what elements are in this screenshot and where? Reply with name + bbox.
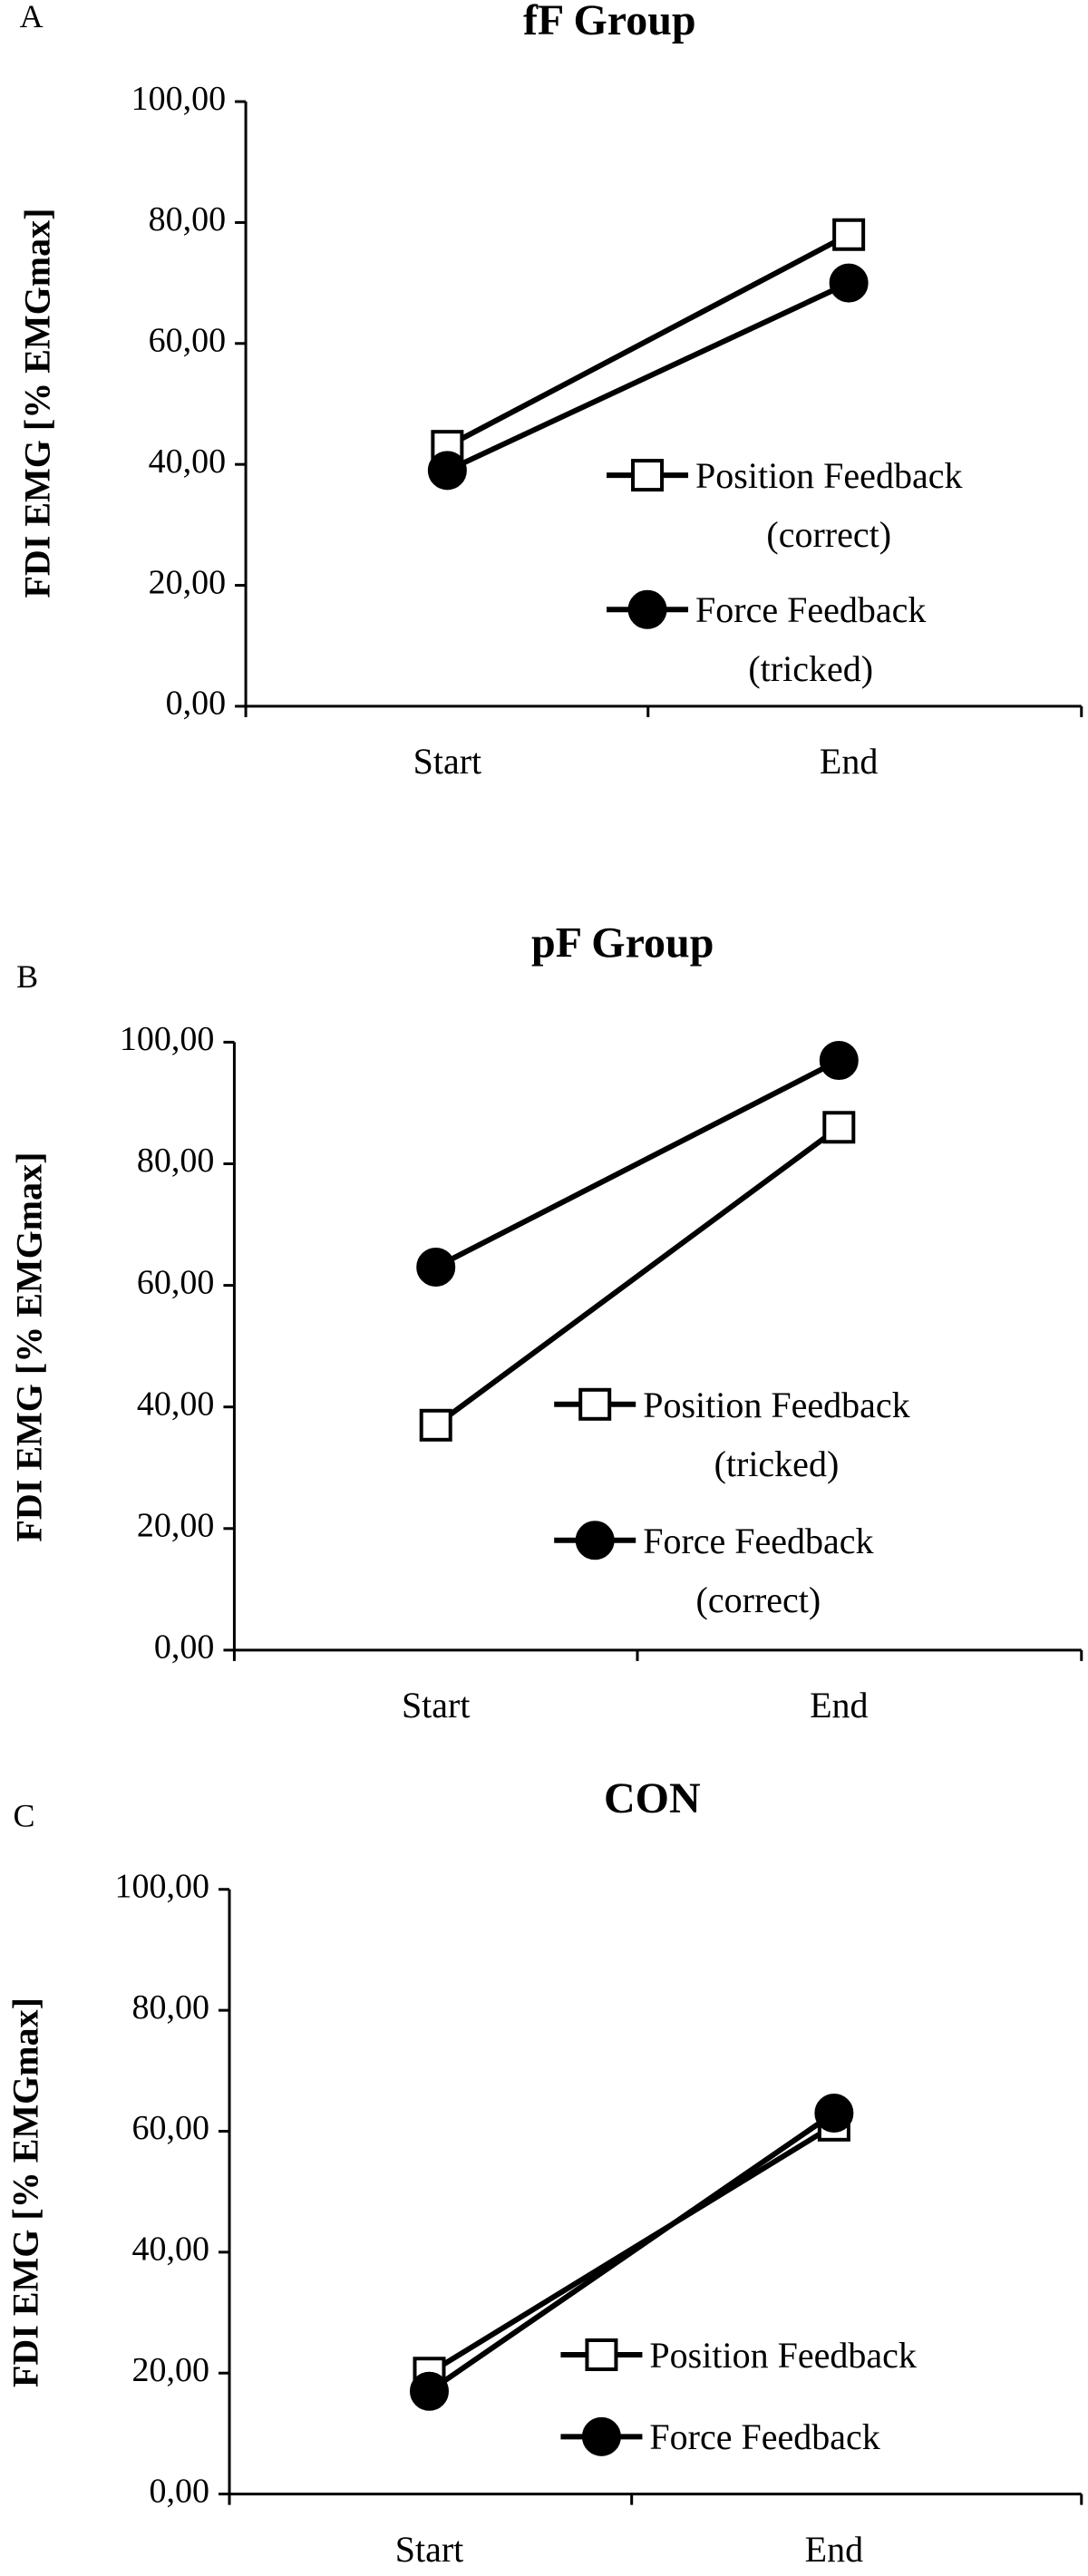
panel-label: A <box>20 0 44 34</box>
y-tick-label: 20,00 <box>137 1507 215 1545</box>
x-tick-label: End <box>810 1685 868 1725</box>
y-tick-label: 100,00 <box>120 1020 215 1058</box>
data-point <box>819 1041 859 1081</box>
y-tick-label: 0,00 <box>154 1628 215 1667</box>
chart-title: pF Group <box>531 919 714 967</box>
legend-marker <box>631 459 665 492</box>
y-axis-label: FDI EMG [% EMGmax] <box>16 209 57 598</box>
data-point <box>427 451 467 491</box>
y-tick-label: 40,00 <box>137 1385 215 1423</box>
y-tick-label: 40,00 <box>132 2231 210 2269</box>
x-tick-label: End <box>805 2529 863 2570</box>
data-point <box>829 263 869 303</box>
data-point <box>419 1408 452 1442</box>
x-tick-label: Start <box>413 741 482 782</box>
legend-label: Position Feedback <box>649 2334 917 2376</box>
y-axis-label: FDI EMG [% EMGmax] <box>8 1152 49 1542</box>
data-point <box>832 218 866 251</box>
legend-label: Force Feedback <box>649 2416 880 2458</box>
data-point <box>822 1111 856 1144</box>
legend-label: Position Feedback (correct) <box>695 455 963 556</box>
y-tick-label: 60,00 <box>137 1263 215 1301</box>
panel-label: B <box>16 958 38 995</box>
legend-marker <box>627 589 667 629</box>
series-line <box>427 2111 836 2394</box>
legend-marker <box>578 1387 612 1421</box>
legend-label: Force Feedback (correct) <box>643 1520 874 1620</box>
series-line <box>445 232 850 449</box>
y-tick-label: 80,00 <box>149 200 227 238</box>
y-tick-label: 100,00 <box>115 1867 210 1905</box>
series-line <box>446 280 850 473</box>
y-tick-label: 20,00 <box>132 2351 210 2389</box>
y-tick-label: 0,00 <box>150 2472 210 2510</box>
y-tick-label: 20,00 <box>149 563 227 601</box>
x-tick-label: Start <box>402 1685 471 1725</box>
legend-label: Position Feedback (tricked) <box>643 1384 910 1484</box>
y-tick-label: 100,00 <box>131 80 227 118</box>
y-tick-label: 0,00 <box>166 685 227 723</box>
y-tick-label: 80,00 <box>132 1988 210 2027</box>
series-line <box>433 1124 841 1428</box>
series-line <box>434 1057 840 1270</box>
data-point <box>409 2371 449 2411</box>
legend-marker <box>581 2416 621 2456</box>
chart-title: CON <box>604 1774 701 1823</box>
y-tick-label: 80,00 <box>137 1142 215 1180</box>
y-tick-label: 40,00 <box>149 442 227 481</box>
data-point <box>416 1247 456 1287</box>
legend-marker <box>585 2338 618 2371</box>
y-axis-label: FDI EMG [% EMGmax] <box>5 1998 46 2387</box>
legend-marker <box>575 1521 615 1560</box>
y-tick-label: 60,00 <box>132 2109 210 2147</box>
y-tick-label: 60,00 <box>149 322 227 360</box>
x-tick-label: Start <box>395 2529 464 2570</box>
chart-title: fF Group <box>523 0 696 44</box>
x-tick-label: End <box>820 741 878 782</box>
data-point <box>814 2093 854 2133</box>
panel-label: C <box>13 1797 34 1833</box>
legend-label: Force Feedback (tricked) <box>695 589 927 690</box>
